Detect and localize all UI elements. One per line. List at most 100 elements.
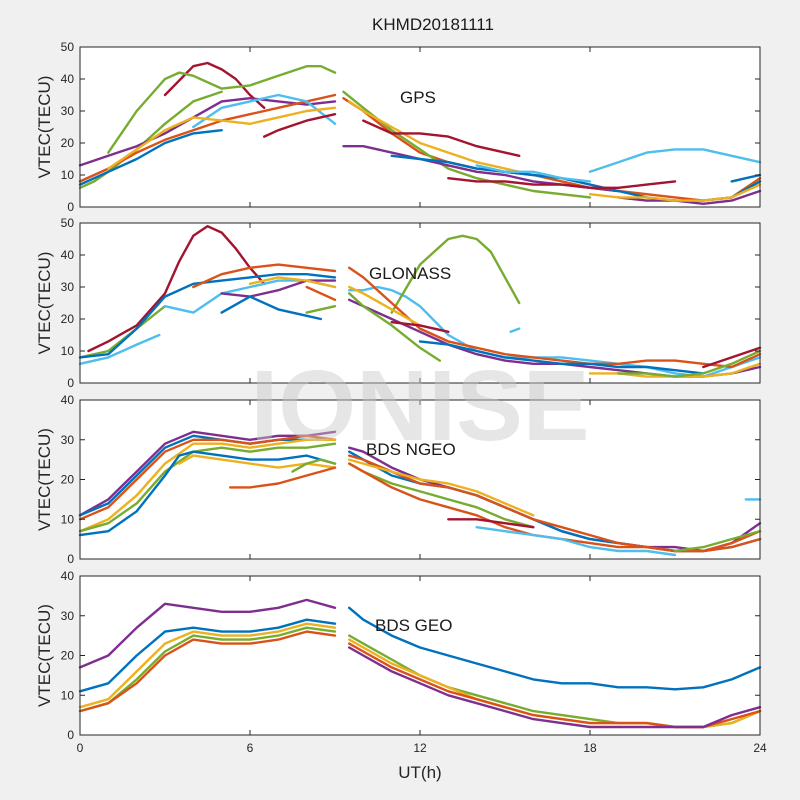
- series-line-green: [78, 442, 337, 533]
- series-line-green: [390, 234, 521, 314]
- y-axis-label: VTEC(TECU): [35, 428, 54, 531]
- series-line-darkred: [263, 112, 337, 138]
- series-line-darkred: [447, 518, 535, 529]
- series-line-green: [348, 292, 441, 362]
- series-line-orange: [78, 434, 337, 521]
- x-tick-label: 6: [247, 741, 254, 755]
- y-tick-label: 30: [61, 609, 75, 623]
- y-tick-label: 0: [67, 728, 74, 742]
- y-tick-label: 40: [61, 569, 75, 583]
- series-line-yellow: [348, 458, 535, 517]
- series-line-green: [617, 349, 762, 378]
- y-tick-label: 20: [61, 649, 75, 663]
- series-line-lightblue: [192, 93, 337, 129]
- series-line-lightblue: [509, 327, 521, 333]
- x-axis-label: UT(h): [398, 763, 441, 782]
- y-tick-label: 10: [61, 512, 75, 526]
- y-tick-label: 20: [61, 136, 75, 150]
- series-line-yellow: [78, 622, 337, 709]
- series-line-lightblue: [475, 164, 592, 183]
- panel-4: 0 10 20 30 40 0 6 12 18 24 VTEC(TECU) BDS GEO: [35, 569, 767, 755]
- series-line-yellow: [348, 285, 422, 327]
- y-tick-label: 10: [61, 168, 75, 182]
- series-line-darkred: [390, 321, 450, 333]
- series-line-green: [305, 305, 337, 314]
- series-line-blue: [418, 340, 705, 375]
- series-line-purple: [220, 279, 337, 298]
- panel-1: 0 10 20 30 40 50 VTEC(TECU) GPS: [35, 40, 762, 214]
- watermark-text: IONISE: [251, 350, 590, 462]
- series-line-green: [291, 458, 337, 473]
- series-line-blue: [78, 434, 337, 517]
- series-line-orange: [348, 266, 762, 369]
- series-line-green: [107, 64, 337, 154]
- series-line-lightblue: [588, 148, 762, 174]
- series-line-orange: [342, 96, 762, 202]
- y-tick-label: 0: [67, 200, 74, 214]
- y-tick-label: 20: [61, 312, 75, 326]
- y-tick-label: 40: [61, 72, 75, 86]
- series-line-yellow: [588, 183, 762, 202]
- series-line-purple: [78, 598, 337, 669]
- y-tick-label: 30: [61, 280, 75, 294]
- y-tick-label: 40: [61, 248, 75, 262]
- series-line-purple: [78, 96, 337, 167]
- y-axis-label: VTEC(TECU): [35, 252, 54, 355]
- panel-2: 0 10 20 30 40 50 VTEC(TECU) GLONASS: [35, 216, 762, 390]
- y-tick-label: 0: [67, 552, 74, 566]
- series-line-orange: [305, 285, 337, 301]
- panel-label: GPS: [400, 88, 436, 107]
- series-line-purple: [617, 189, 762, 206]
- series-line-purple: [348, 646, 762, 729]
- figure-title: KHMD20181111: [372, 15, 494, 34]
- series-line-darkred: [702, 346, 762, 369]
- series-line-blue: [348, 606, 762, 691]
- series-line-orange: [78, 93, 337, 183]
- series-line-blue: [220, 295, 322, 321]
- y-tick-label: 40: [61, 393, 75, 407]
- panel-label: GLONASS: [369, 264, 451, 283]
- series-line-lightblue: [475, 526, 677, 557]
- plot-area: [80, 223, 760, 383]
- series-line-darkred: [447, 176, 677, 190]
- series-line-darkred: [362, 119, 521, 158]
- series-line-lightblue: [78, 333, 161, 365]
- series-line-purple: [78, 430, 337, 517]
- panel-label: BDS NGEO: [366, 440, 456, 459]
- series-line-orange: [192, 263, 337, 289]
- series-line-blue: [78, 618, 337, 693]
- series-line-green: [78, 626, 337, 713]
- series-line-blue: [78, 128, 223, 186]
- y-tick-label: 0: [67, 376, 74, 390]
- y-tick-label: 30: [61, 433, 75, 447]
- panel-label: BDS GEO: [375, 616, 452, 635]
- y-tick-label: 10: [61, 688, 75, 702]
- panels-group: 0 10 20 30 40 50 VTEC(TECU) GPS 0 10 20 30 40 50 VTEC(…: [35, 40, 767, 755]
- y-axis-label: VTEC(TECU): [35, 604, 54, 707]
- x-tick-label: 12: [413, 741, 427, 755]
- series-line-blue: [78, 450, 337, 537]
- y-tick-label: 50: [61, 216, 75, 230]
- series-line-yellow: [107, 106, 337, 170]
- x-tick-label: 18: [583, 741, 597, 755]
- series-line-darkred: [163, 61, 266, 110]
- y-axis-label: VTEC(TECU): [35, 76, 54, 179]
- plot-area: [80, 576, 760, 735]
- x-tick-label: 24: [753, 741, 767, 755]
- x-tick-label: 0: [77, 741, 84, 755]
- series-line-orange: [78, 630, 337, 713]
- panel-3: 0 10 20 30 40 VTEC(TECU) BDS NGEO: [35, 393, 762, 566]
- series-line-yellow: [248, 276, 337, 289]
- series-line-yellow: [78, 438, 337, 533]
- series-line-darkred: [87, 224, 266, 353]
- series-line-orange: [228, 466, 337, 489]
- series-line-blue: [730, 173, 762, 183]
- series-line-blue: [78, 273, 337, 359]
- y-tick-label: 50: [61, 40, 75, 54]
- y-tick-label: 10: [61, 344, 75, 358]
- series-line-lightblue: [348, 285, 762, 378]
- series-line-green: [673, 530, 762, 553]
- y-tick-label: 30: [61, 104, 75, 118]
- y-tick-label: 20: [61, 473, 75, 487]
